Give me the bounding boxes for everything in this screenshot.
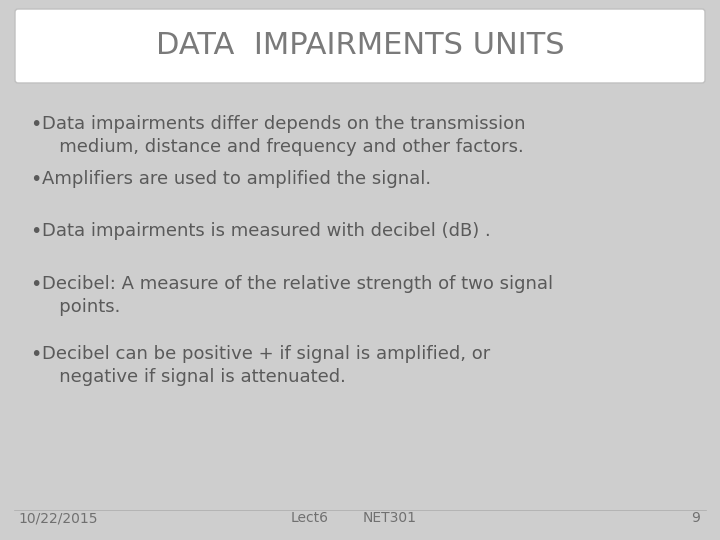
- Text: Decibel: A measure of the relative strength of two signal
   points.: Decibel: A measure of the relative stren…: [42, 275, 553, 316]
- Text: •: •: [30, 345, 41, 364]
- Text: Amplifiers are used to amplified the signal.: Amplifiers are used to amplified the sig…: [42, 170, 431, 188]
- Text: •: •: [30, 222, 41, 241]
- Text: NET301: NET301: [363, 511, 417, 525]
- Text: Data impairments differ depends on the transmission
   medium, distance and freq: Data impairments differ depends on the t…: [42, 115, 526, 156]
- Text: •: •: [30, 170, 41, 189]
- Text: •: •: [30, 275, 41, 294]
- Text: Lect6: Lect6: [291, 511, 329, 525]
- FancyBboxPatch shape: [15, 9, 705, 83]
- Text: Decibel can be positive + if signal is amplified, or
   negative if signal is at: Decibel can be positive + if signal is a…: [42, 345, 490, 386]
- Text: 9: 9: [691, 511, 700, 525]
- Text: DATA  IMPAIRMENTS UNITS: DATA IMPAIRMENTS UNITS: [156, 31, 564, 60]
- Text: Data impairments is measured with decibel (dB) .: Data impairments is measured with decibe…: [42, 222, 491, 240]
- Text: •: •: [30, 115, 41, 134]
- Text: 10/22/2015: 10/22/2015: [18, 511, 97, 525]
